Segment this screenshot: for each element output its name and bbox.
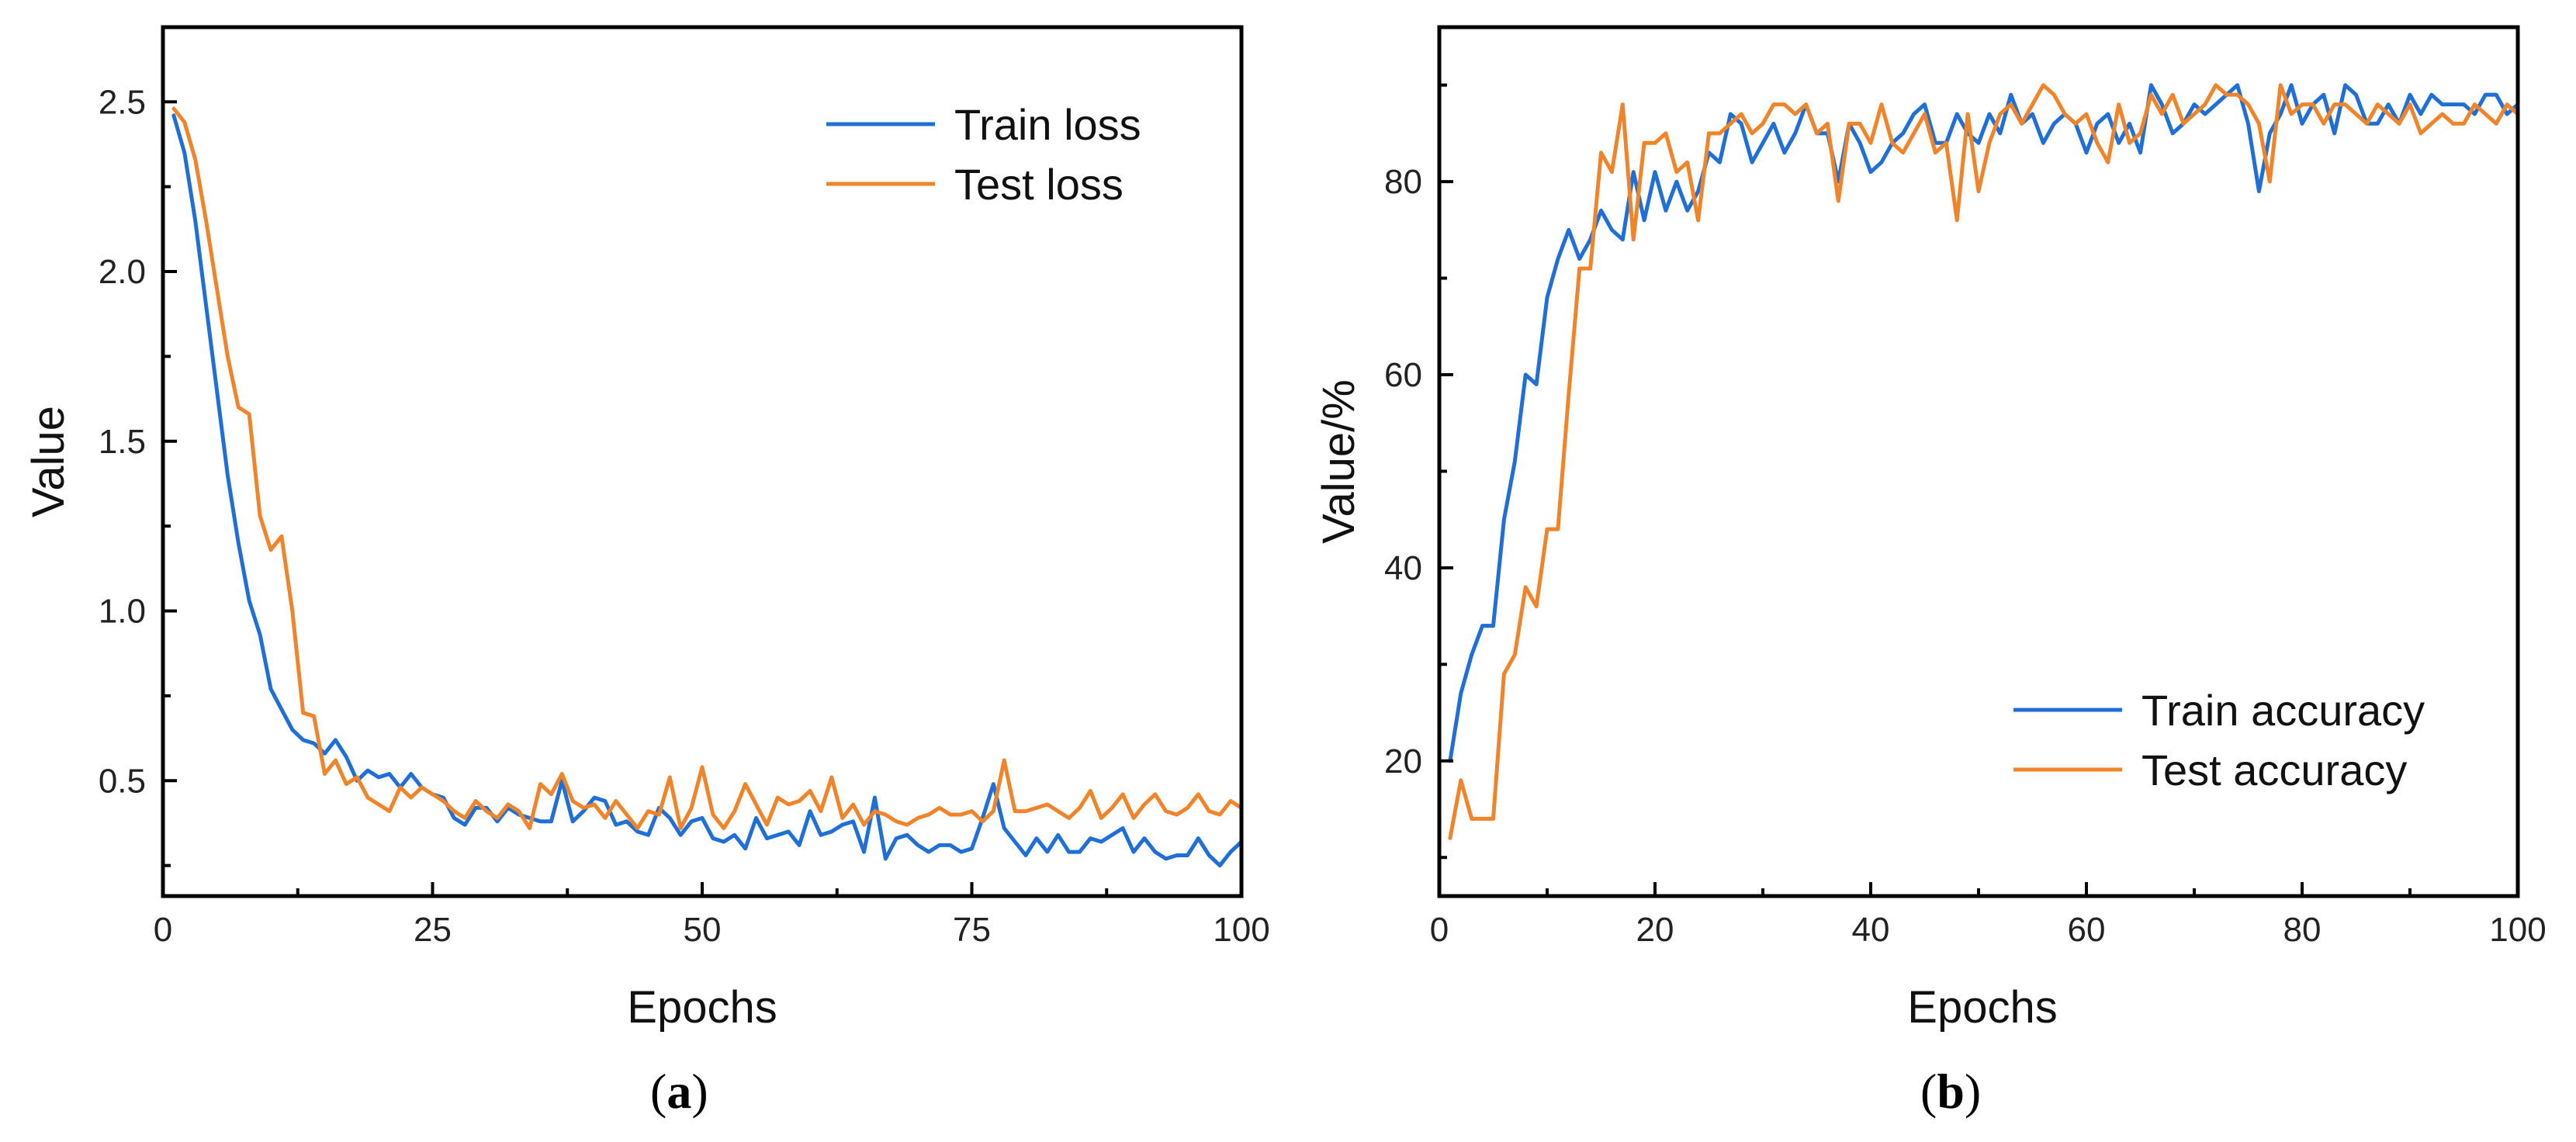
panel-a-xtick-label: 50 <box>684 911 722 949</box>
panel-b-legend-label-test: Test accuracy <box>2141 746 2407 794</box>
panel-b-legend: Train accuracy Test accuracy <box>2013 686 2425 794</box>
panel-b-xtick-label: 40 <box>1852 911 1890 949</box>
panel-b-xtick-label: 60 <box>2068 911 2106 949</box>
panel-a-ticks: 0 25 50 75 100 0.5 1.0 1.5 2.0 2.5 <box>99 83 1270 949</box>
panel-b-caption: (b) <box>1920 1064 1981 1119</box>
panel-a-ytick-label: 0.5 <box>99 762 146 800</box>
panel-b-ticks: 0 20 40 60 80 100 20 40 60 80 <box>1384 83 2547 949</box>
panel-a-xtick-label: 25 <box>414 911 452 949</box>
panel-b-ytick-label: 80 <box>1384 163 1422 201</box>
panel-a-legend-label-train: Train loss <box>954 100 1141 149</box>
panel-b-legend-label-train: Train accuracy <box>2141 686 2425 735</box>
panel-a-xtick-label: 100 <box>1213 911 1269 949</box>
panel-a-ytick-label: 1.5 <box>99 423 146 461</box>
panel-a-caption: (a) <box>650 1064 708 1119</box>
panel-a-ylabel: Value <box>23 406 74 517</box>
panel-b-series-line-train-accuracy <box>1448 83 2520 763</box>
panel-a-xlabel: Epochs <box>627 982 777 1033</box>
panel-b-xtick-label: 100 <box>2489 911 2546 949</box>
panel-a-series-group <box>171 106 1244 868</box>
panel-a-ytick-label: 2.5 <box>99 83 146 121</box>
panel-a-xtick-label: 0 <box>154 911 172 949</box>
panel-b-xtick-label: 20 <box>1636 911 1674 949</box>
panel-b-xtick-label: 0 <box>1430 911 1449 949</box>
panel-a-series-line-test-loss <box>171 106 1244 830</box>
panel-a-legend: Train loss Test loss <box>826 100 1141 209</box>
panel-a-legend-label-test: Test loss <box>954 160 1124 209</box>
panel-a-loss-chart: 0 25 50 75 100 0.5 1.0 1.5 2.0 2.5 Epochs Value T… <box>23 25 1270 1119</box>
panel-b-ytick-label: 40 <box>1384 549 1422 587</box>
panel-a-ytick-label: 2.0 <box>99 253 146 291</box>
panel-a-xtick-label: 75 <box>953 911 991 949</box>
panel-b-series-group <box>1448 83 2520 840</box>
panel-b-series-line-test-accuracy <box>1448 83 2520 840</box>
panel-a-series-line-train-loss <box>171 113 1244 868</box>
panel-b-ytick-label: 60 <box>1384 356 1422 394</box>
panel-b-accuracy-chart: 0 20 40 60 80 100 20 40 60 80 Epochs Value/% Trai… <box>1314 25 2547 1119</box>
panel-a-caption-letter: a <box>667 1064 691 1119</box>
panel-b-xtick-label: 80 <box>2283 911 2322 949</box>
panel-b-xlabel: Epochs <box>1907 982 2057 1033</box>
panel-a-ytick-label: 1.0 <box>99 593 146 631</box>
panel-b-ytick-label: 20 <box>1384 742 1422 780</box>
panel-b-ylabel: Value/% <box>1314 379 1364 544</box>
panel-b-caption-letter: b <box>1937 1064 1965 1119</box>
